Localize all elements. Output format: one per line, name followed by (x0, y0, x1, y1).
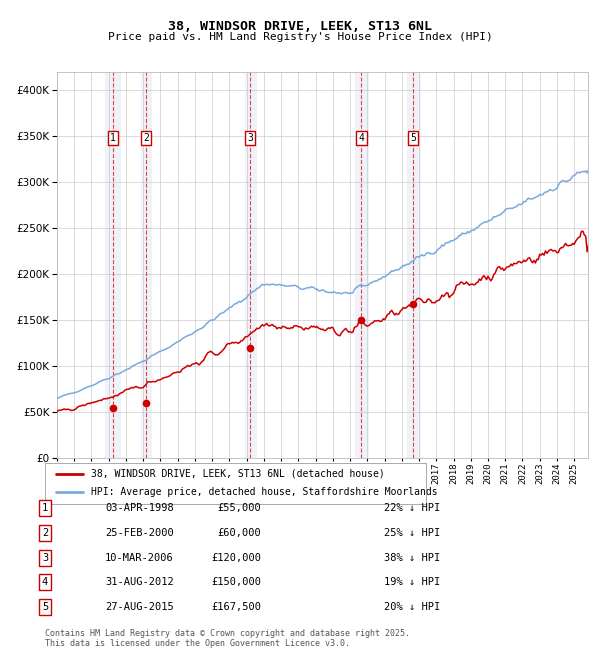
Text: 1: 1 (110, 133, 116, 143)
Bar (245, 72, 257, 458)
Text: 4: 4 (42, 577, 48, 588)
Text: £55,000: £55,000 (217, 503, 261, 514)
Text: 31-AUG-2012: 31-AUG-2012 (105, 577, 174, 588)
Text: 22% ↓ HPI: 22% ↓ HPI (384, 503, 440, 514)
Text: 03-APR-1998: 03-APR-1998 (105, 503, 174, 514)
Text: £150,000: £150,000 (211, 577, 261, 588)
Text: 20% ↓ HPI: 20% ↓ HPI (384, 602, 440, 612)
Text: 2: 2 (143, 133, 149, 143)
Text: 3: 3 (42, 552, 48, 563)
Text: HPI: Average price, detached house, Staffordshire Moorlands: HPI: Average price, detached house, Staf… (91, 488, 437, 497)
Bar (105, 72, 121, 458)
Text: 4: 4 (359, 133, 364, 143)
Text: 25% ↓ HPI: 25% ↓ HPI (384, 528, 440, 538)
Text: £60,000: £60,000 (217, 528, 261, 538)
Text: Contains HM Land Registry data © Crown copyright and database right 2025.
This d: Contains HM Land Registry data © Crown c… (45, 629, 410, 648)
Text: 27-AUG-2015: 27-AUG-2015 (105, 602, 174, 612)
Bar (355, 72, 369, 458)
Text: 19% ↓ HPI: 19% ↓ HPI (384, 577, 440, 588)
Bar (142, 72, 152, 458)
Text: 38, WINDSOR DRIVE, LEEK, ST13 6NL (detached house): 38, WINDSOR DRIVE, LEEK, ST13 6NL (detac… (91, 469, 385, 478)
Text: 1: 1 (42, 503, 48, 514)
Bar (407, 72, 421, 458)
Text: £120,000: £120,000 (211, 552, 261, 563)
Text: 25-FEB-2000: 25-FEB-2000 (105, 528, 174, 538)
Text: 5: 5 (42, 602, 48, 612)
Text: 38, WINDSOR DRIVE, LEEK, ST13 6NL: 38, WINDSOR DRIVE, LEEK, ST13 6NL (168, 20, 432, 32)
Text: 10-MAR-2006: 10-MAR-2006 (105, 552, 174, 563)
Text: £167,500: £167,500 (211, 602, 261, 612)
Text: Price paid vs. HM Land Registry's House Price Index (HPI): Price paid vs. HM Land Registry's House … (107, 32, 493, 42)
Text: 3: 3 (247, 133, 253, 143)
Text: 2: 2 (42, 528, 48, 538)
Text: 5: 5 (410, 133, 416, 143)
Text: 38% ↓ HPI: 38% ↓ HPI (384, 552, 440, 563)
